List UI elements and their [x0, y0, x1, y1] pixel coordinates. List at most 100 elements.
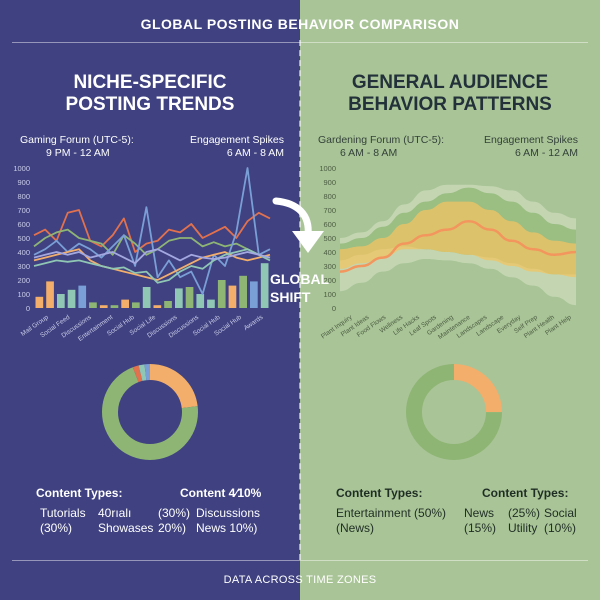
- bar: [110, 305, 119, 308]
- y-tick-label: 0: [332, 304, 336, 313]
- right-content-types-heading: Content Types:: [336, 486, 423, 500]
- bar: [153, 305, 162, 308]
- y-tick-label: 1000: [319, 164, 336, 173]
- bar: [239, 275, 247, 308]
- left-forum-label: Gaming Forum (UTC-5):: [20, 134, 134, 146]
- right-ct-col-1-b: (News): [336, 521, 374, 535]
- left-forum-time: 9 PM - 12 AM: [46, 147, 110, 159]
- left-content-types-heading: Content Types:: [36, 486, 123, 500]
- panel-divider: [299, 40, 301, 560]
- series-line: [33, 167, 271, 295]
- right-ct-col-1-a: Entertainment (50%): [336, 506, 447, 520]
- right-ct-col-3: (25%) Utility: [508, 506, 540, 536]
- y-tick-label: 600: [323, 220, 336, 229]
- bar: [78, 285, 87, 308]
- bar: [175, 288, 183, 308]
- shift-label-line-2: SHIFT: [270, 289, 311, 305]
- right-title-line-1: GENERAL AUDIENCE: [351, 72, 549, 93]
- y-tick-label: 200: [17, 276, 30, 285]
- left-ct-col-4-b: News 10%): [196, 521, 258, 535]
- left-ct-col-2: 40rıalı Showases: [98, 506, 153, 536]
- left-ct-col-2-a: 40rıalı: [98, 506, 132, 520]
- y-tick-label: 1000: [13, 164, 30, 173]
- left-ct-col-3-b: 20%): [158, 521, 187, 535]
- y-tick-label: 700: [17, 206, 30, 215]
- right-ct-col-4: Social (10%): [544, 506, 577, 536]
- left-ct-col-1: Tutorials (30%): [40, 506, 86, 536]
- bar: [196, 294, 205, 308]
- footer-caption: DATA ACROSS TIME ZONES: [223, 574, 377, 586]
- bar: [142, 287, 151, 308]
- y-tick-label: 600: [17, 220, 30, 229]
- y-tick-label: 400: [17, 248, 30, 257]
- band-area: [340, 201, 576, 278]
- right-ct-col-2-b: (15%): [464, 521, 497, 535]
- right-ct-col-4-a: Social: [544, 506, 577, 520]
- right-forum-label: Gardening Forum (UTC-5):: [318, 134, 445, 146]
- right-ct-col-4-b: (10%): [544, 521, 577, 535]
- right-title-line-2: BEHAVIOR PATTERNS: [348, 94, 552, 115]
- y-tick-label: 500: [17, 234, 30, 243]
- right-content-types-heading-2: Content Types:: [482, 486, 569, 500]
- x-tick-label: Awards: [243, 313, 265, 332]
- left-spikes-time: 6 AM - 8 AM: [226, 147, 284, 159]
- series-line: [33, 228, 271, 259]
- bar: [228, 285, 237, 308]
- series-line: [33, 248, 271, 265]
- right-forum-time: 6 AM - 8 AM: [340, 147, 398, 159]
- bar: [57, 294, 65, 308]
- global-shift-label: GLOBAL SHIFT: [270, 270, 329, 306]
- footer-rule: [12, 560, 588, 561]
- bar: [132, 302, 140, 308]
- left-spikes-label: Engagement Spikes: [190, 134, 284, 146]
- right-spikes-label: Engagement Spikes: [484, 134, 578, 146]
- right-donut-chart: [406, 364, 502, 460]
- left-content-heading-2: Content 4⁄10%: [180, 486, 262, 500]
- right-panel-title: GENERAL AUDIENCE BEHAVIOR PATTERNS: [300, 72, 600, 116]
- y-tick-label: 100: [17, 290, 30, 299]
- bar: [207, 299, 215, 308]
- left-spikes-info: Engagement Spikes 6 AM - 8 AM: [180, 134, 284, 160]
- left-forum-info: Gaming Forum (UTC-5): 9 PM - 12 AM: [20, 134, 134, 160]
- bar: [121, 299, 129, 308]
- right-panel-background: [300, 0, 600, 600]
- donut-slice: [102, 364, 198, 460]
- y-tick-label: 700: [323, 206, 336, 215]
- bar: [46, 281, 54, 308]
- y-tick-label: 300: [323, 262, 336, 271]
- shift-arrow-icon: [272, 197, 324, 253]
- bar: [67, 289, 76, 308]
- left-ct-col-3: (30%) 20%): [158, 506, 190, 536]
- y-tick-label: 300: [17, 262, 30, 271]
- left-title-line-2: POSTING TRENDS: [65, 94, 235, 115]
- left-ct-col-4-a: Discussions: [196, 506, 261, 520]
- bar: [35, 296, 44, 308]
- left-ct-col-4: Discussions News 10%): [196, 506, 260, 536]
- series-line: [33, 248, 271, 284]
- y-tick-label: 100: [323, 290, 336, 299]
- y-tick-label: 0: [26, 304, 30, 313]
- donut-slice: [102, 364, 198, 460]
- series-line: [33, 248, 271, 281]
- bar: [260, 263, 269, 308]
- y-tick-label: 900: [323, 178, 336, 187]
- page-title: GLOBAL POSTING BEHAVIOR COMPARISON: [140, 16, 460, 32]
- shift-label-line-1: GLOBAL: [270, 271, 330, 287]
- y-tick-label: 800: [323, 192, 336, 201]
- y-tick-label: 200: [323, 276, 336, 285]
- left-title-line-1: NICHE-SPECIFIC: [73, 72, 227, 93]
- right-spikes-time: 6 AM - 12 AM: [514, 147, 578, 159]
- left-ct-col-2-b: Showases: [98, 521, 154, 535]
- bar: [217, 280, 226, 308]
- bar: [185, 287, 194, 308]
- donut-slice: [406, 364, 502, 460]
- y-tick-label: 500: [323, 234, 336, 243]
- left-panel-title: NICHE-SPECIFIC POSTING TRENDS: [0, 72, 300, 116]
- left-ct-col-1-b: (30%): [40, 521, 73, 535]
- trend-line: [339, 219, 577, 273]
- bar: [164, 301, 172, 308]
- right-spikes-info: Engagement Spikes 6 AM - 12 AM: [474, 134, 578, 160]
- y-tick-label: 900: [17, 178, 30, 187]
